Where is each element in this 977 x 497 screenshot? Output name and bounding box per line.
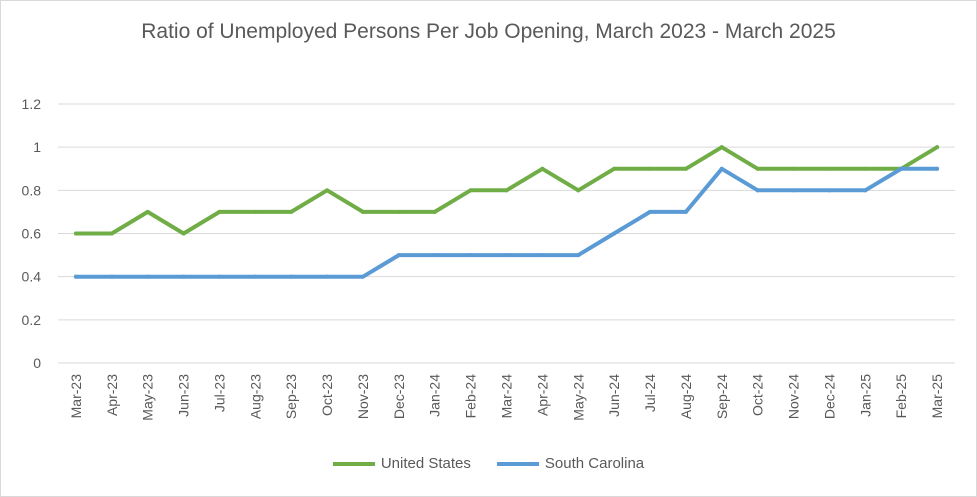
- data-point: [397, 210, 401, 214]
- data-point: [792, 188, 796, 192]
- data-point: [899, 167, 903, 171]
- x-tick-label: Mar-24: [499, 374, 515, 419]
- data-point: [720, 167, 724, 171]
- y-tick-label: 0.4: [22, 269, 42, 285]
- data-point: [74, 232, 78, 236]
- x-tick-label: Jun-24: [606, 374, 622, 417]
- data-point: [217, 210, 221, 214]
- legend-label-south-carolina: South Carolina: [545, 455, 644, 472]
- data-point: [182, 232, 186, 236]
- data-point: [146, 275, 150, 279]
- y-tick-label: 0.8: [22, 182, 42, 198]
- data-point: [253, 210, 257, 214]
- data-point: [720, 145, 724, 149]
- data-point: [756, 167, 760, 171]
- data-point: [397, 253, 401, 257]
- legend-label-united-states: United States: [381, 455, 471, 472]
- data-point: [935, 167, 939, 171]
- data-point: [540, 167, 544, 171]
- data-point: [756, 188, 760, 192]
- data-point: [684, 210, 688, 214]
- x-tick-label: May-23: [140, 374, 156, 421]
- data-point: [935, 145, 939, 149]
- data-point: [361, 275, 365, 279]
- legend-swatch-united-states: [333, 462, 375, 466]
- data-point: [289, 275, 293, 279]
- x-tick-label: Nov-23: [355, 374, 371, 419]
- y-tick-label: 1: [33, 139, 41, 155]
- data-point: [827, 188, 831, 192]
- x-tick-label: Jun-23: [176, 374, 192, 417]
- data-point: [827, 167, 831, 171]
- data-point: [110, 232, 114, 236]
- data-point: [325, 275, 329, 279]
- x-tick-label: Oct-24: [750, 374, 766, 416]
- x-tick-label: Mar-25: [929, 374, 945, 419]
- x-tick-label: May-24: [570, 374, 586, 421]
- data-point: [648, 210, 652, 214]
- data-point: [289, 210, 293, 214]
- data-point: [217, 275, 221, 279]
- x-tick-label: Dec-24: [821, 374, 837, 419]
- data-point: [684, 167, 688, 171]
- x-tick-label: Jul-24: [642, 374, 658, 412]
- data-point: [469, 188, 473, 192]
- y-tick-label: 1.2: [22, 96, 42, 112]
- data-point: [505, 188, 509, 192]
- data-point: [576, 188, 580, 192]
- x-tick-label: Jan-25: [857, 374, 873, 417]
- data-point: [361, 210, 365, 214]
- x-tick-label: Sep-24: [714, 374, 730, 419]
- data-point: [540, 253, 544, 257]
- data-point: [253, 275, 257, 279]
- legend-item-united-states: United States: [333, 455, 471, 472]
- y-tick-label: 0.2: [22, 312, 42, 328]
- x-tick-label: Sep-23: [283, 374, 299, 419]
- data-point: [576, 253, 580, 257]
- legend-item-south-carolina: South Carolina: [497, 455, 644, 472]
- x-tick-label: Apr-24: [534, 374, 550, 416]
- data-point: [469, 253, 473, 257]
- x-tick-label: Feb-25: [893, 374, 909, 419]
- data-point: [792, 167, 796, 171]
- data-point: [74, 275, 78, 279]
- x-tick-label: Aug-24: [678, 374, 694, 419]
- data-point: [110, 275, 114, 279]
- data-point: [325, 188, 329, 192]
- y-tick-label: 0.6: [22, 226, 42, 242]
- x-tick-label: Oct-23: [319, 374, 335, 416]
- data-point: [612, 167, 616, 171]
- data-point: [648, 167, 652, 171]
- x-tick-label: Mar-23: [68, 374, 84, 419]
- x-tick-label: Nov-24: [786, 374, 802, 419]
- data-point: [863, 188, 867, 192]
- x-tick-label: Feb-24: [463, 374, 479, 419]
- data-point: [612, 232, 616, 236]
- data-point: [146, 210, 150, 214]
- data-point: [863, 167, 867, 171]
- data-point: [505, 253, 509, 257]
- y-tick-label: 0: [33, 355, 41, 371]
- legend-swatch-south-carolina: [497, 462, 539, 466]
- x-tick-label: Jul-23: [211, 374, 227, 412]
- data-point: [182, 275, 186, 279]
- x-tick-label: Jan-24: [427, 374, 443, 417]
- data-point: [433, 210, 437, 214]
- data-point: [433, 253, 437, 257]
- x-tick-label: Apr-23: [104, 374, 120, 416]
- x-tick-label: Aug-23: [247, 374, 263, 419]
- x-tick-label: Dec-23: [391, 374, 407, 419]
- chart-legend: United States South Carolina: [0, 455, 977, 472]
